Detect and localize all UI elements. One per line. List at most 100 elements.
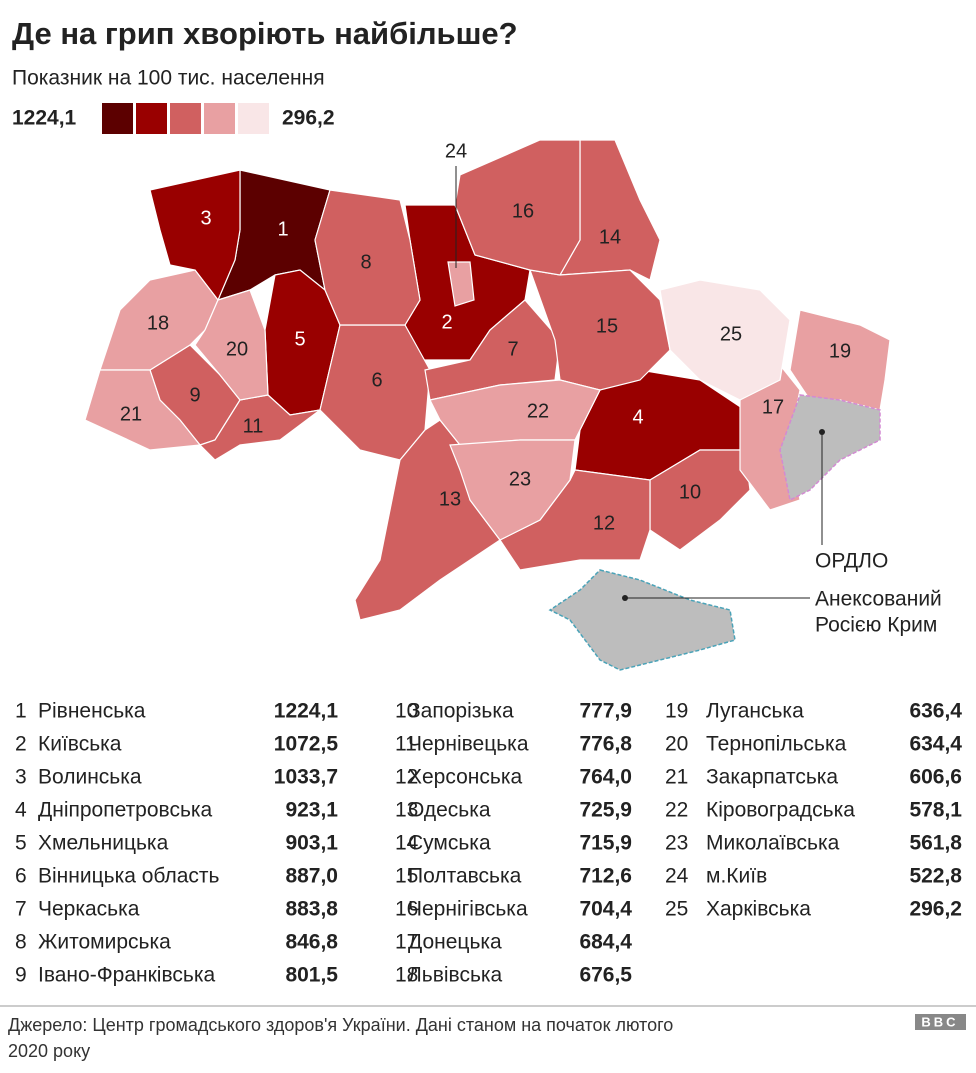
rank: 3	[15, 766, 27, 789]
region-label: 4	[632, 406, 643, 428]
region-label: 8	[360, 251, 371, 273]
region-label: 22	[527, 400, 549, 422]
subtitle: Показник на 100 тис. населення	[12, 67, 325, 90]
rank: 1	[15, 700, 27, 723]
region	[659, 279, 791, 401]
region-name: Миколаївська	[706, 832, 840, 855]
legend-swatch	[102, 103, 133, 134]
region-name: Івано-Франківська	[38, 964, 215, 987]
region-name: Черкаська	[38, 898, 140, 921]
region-value: 712,6	[579, 865, 632, 888]
region-value: 715,9	[579, 832, 632, 855]
region-label: 23	[509, 468, 531, 490]
region-label: 13	[439, 488, 461, 510]
region-label: 12	[593, 512, 615, 534]
region-name: Сумська	[408, 832, 491, 855]
region-label: 3	[200, 207, 211, 229]
occupied-area	[548, 569, 736, 671]
ordlo-label: ОРДЛО	[815, 550, 888, 573]
region-value: 1224,1	[274, 700, 339, 723]
rank: 13	[395, 799, 418, 822]
region-label: 16	[512, 200, 534, 222]
rank: 11	[395, 733, 417, 756]
legend-min: 296,2	[282, 107, 335, 130]
rank: 4	[15, 799, 27, 822]
leader-dot	[819, 429, 825, 435]
rank: 17	[395, 931, 418, 954]
region-value: 296,2	[909, 898, 962, 921]
rank: 24	[665, 865, 689, 888]
region	[449, 439, 576, 541]
region	[529, 269, 671, 391]
logo: BBC	[921, 1014, 958, 1029]
region-name: Полтавська	[408, 865, 522, 888]
source: Джерело: Центр громадського здоров'я Укр…	[8, 1015, 673, 1035]
region-name: Хмельницька	[38, 832, 169, 855]
region	[198, 394, 321, 461]
region-value: 776,8	[579, 733, 632, 756]
region-label: 19	[829, 340, 851, 362]
rank: 19	[665, 700, 688, 723]
source: 2020 року	[8, 1041, 90, 1061]
region-value: 606,6	[909, 766, 962, 789]
region-name: Рівненська	[38, 700, 146, 723]
crimea-label: Анексований	[815, 588, 942, 611]
region-name: Вінницька область	[38, 865, 220, 888]
region-value: 887,0	[285, 865, 338, 888]
region-value: 1033,7	[274, 766, 338, 789]
region-value: 923,1	[285, 799, 338, 822]
region-label: 9	[189, 384, 200, 406]
region-value: 1072,5	[274, 733, 339, 756]
region-label: 25	[720, 323, 742, 345]
rank: 5	[15, 832, 27, 855]
rank: 18	[395, 964, 418, 987]
region-value: 578,1	[909, 799, 962, 822]
rank: 15	[395, 865, 418, 888]
region-value: 801,5	[285, 964, 338, 987]
region-name: Луганська	[706, 700, 804, 723]
occupied-area	[779, 394, 881, 502]
region	[194, 289, 269, 401]
region	[447, 261, 475, 307]
rank: 12	[395, 766, 418, 789]
region-name: Чернівецька	[408, 733, 529, 756]
region-name: м.Київ	[706, 865, 767, 888]
rank: 10	[395, 700, 418, 723]
region-label: 18	[147, 312, 169, 334]
region	[84, 369, 202, 451]
region	[319, 324, 431, 461]
legend-swatch	[170, 103, 201, 134]
legend-swatch	[136, 103, 167, 134]
legend-max: 1224,1	[12, 107, 77, 130]
rank: 7	[15, 898, 27, 921]
region-value: 704,4	[579, 898, 632, 921]
region-name: Волинська	[38, 766, 142, 789]
region-value: 764,0	[579, 766, 632, 789]
region-value: 634,4	[909, 733, 962, 756]
region-value: 903,1	[285, 832, 338, 855]
region-value: 725,9	[579, 799, 632, 822]
region-label: 21	[120, 403, 142, 425]
rank: 6	[15, 865, 27, 888]
legend-swatch	[238, 103, 269, 134]
leader-dot	[622, 595, 628, 601]
rank: 23	[665, 832, 688, 855]
region-label: 17	[762, 396, 784, 418]
rank: 25	[665, 898, 688, 921]
region-name: Одеська	[408, 799, 491, 822]
region-name: Дніпропетровська	[38, 799, 213, 822]
legend-swatch	[204, 103, 235, 134]
region-name: Запорізька	[408, 700, 514, 723]
region-value: 636,4	[909, 700, 962, 723]
region-label: 6	[371, 369, 382, 391]
region	[454, 139, 581, 276]
region-label: 5	[294, 328, 305, 350]
region-label: 11	[243, 415, 264, 437]
logo-box	[915, 1014, 966, 1030]
region-name: Харківська	[706, 898, 811, 921]
region-label: 7	[507, 338, 518, 360]
region-name: Донецька	[408, 931, 502, 954]
region-label: 1	[277, 218, 288, 240]
